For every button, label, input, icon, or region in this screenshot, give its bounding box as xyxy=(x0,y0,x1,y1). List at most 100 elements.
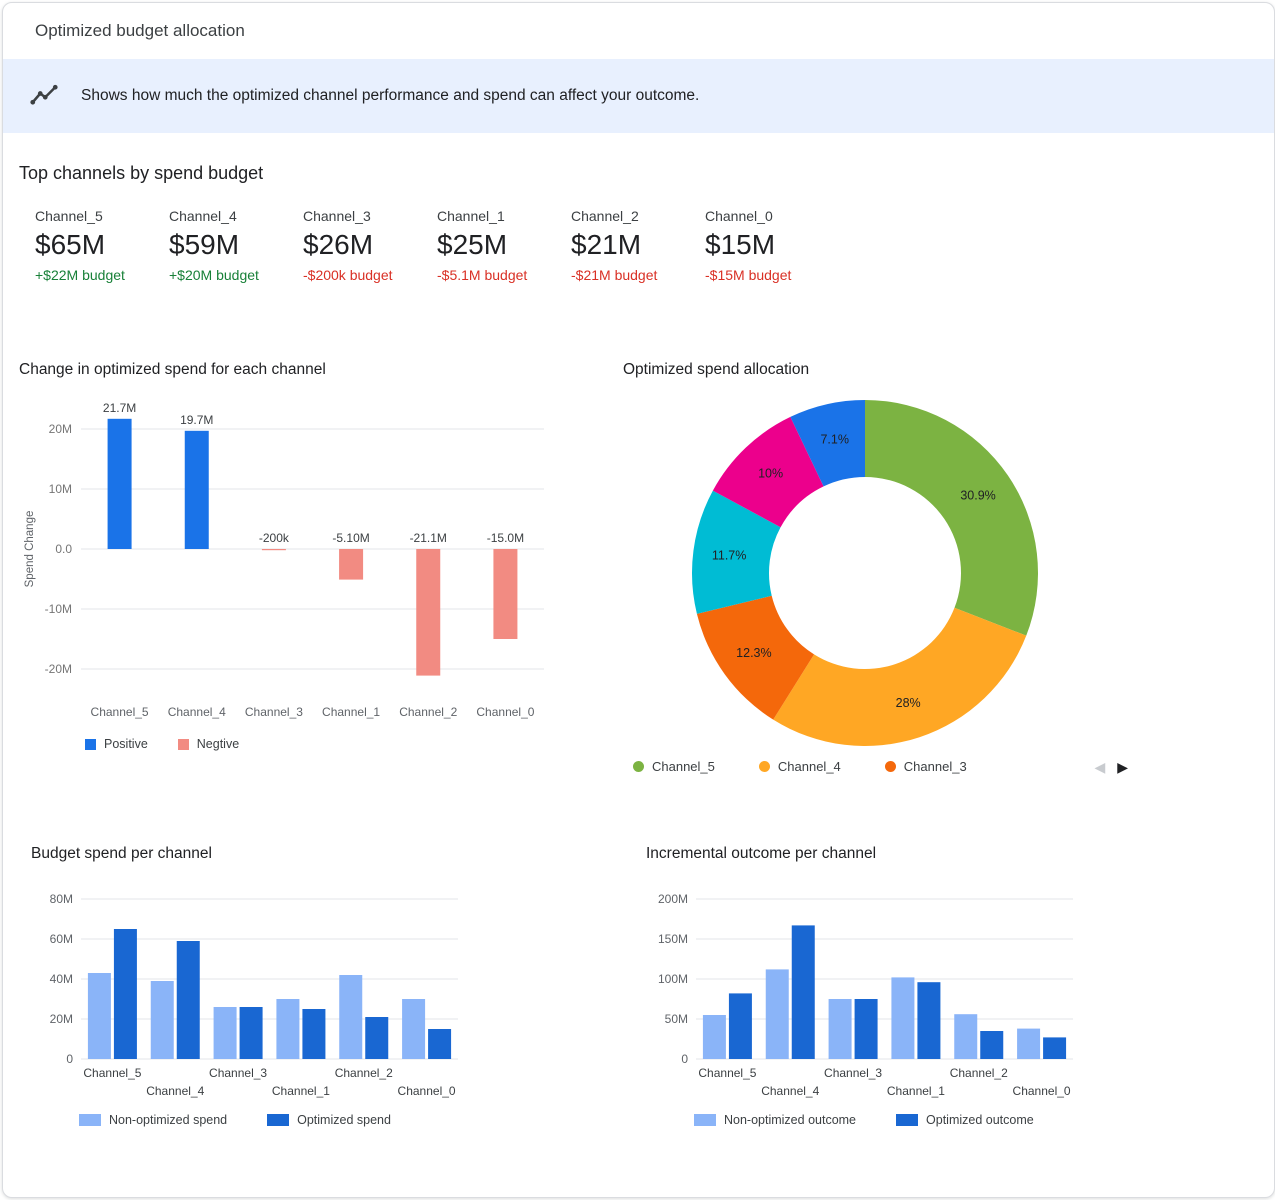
y-tick-label: 0 xyxy=(66,1052,73,1066)
legend-swatch xyxy=(758,761,770,772)
pager-next-icon[interactable]: ▶ xyxy=(1117,758,1128,775)
channel-card-name: Channel_1 xyxy=(437,208,505,224)
x-category-label: Channel_3 xyxy=(245,705,303,719)
slice-percent-label: 11.7% xyxy=(712,548,747,562)
legend-item-non-optimized-outcome[interactable]: Non-optimized outcome xyxy=(694,1113,856,1127)
channel-card-delta: +$20M budget xyxy=(169,267,259,283)
non-optimized-bar[interactable] xyxy=(765,969,789,1059)
legend-swatch xyxy=(633,761,644,772)
legend-item-channel-3[interactable]: Channel_3 xyxy=(884,759,967,774)
y-tick-label: 80M xyxy=(50,892,73,906)
legend-label: Optimized outcome xyxy=(926,1113,1034,1127)
optimized-bar[interactable] xyxy=(239,1007,263,1059)
slice-percent-label: 12.3% xyxy=(736,646,771,660)
non-optimized-bar[interactable] xyxy=(1017,1028,1041,1059)
pager-prev-icon[interactable]: ◀ xyxy=(1094,758,1106,775)
channel-card: Channel_4 $59M +$20M budget xyxy=(169,208,303,283)
non-optimized-bar[interactable] xyxy=(276,999,300,1059)
spend-change-bar[interactable] xyxy=(493,549,518,639)
channel-cards: Channel_5 $65M +$22M budget Channel_4 $5… xyxy=(35,208,1258,283)
incremental-outcome-legend: Non-optimized outcome Optimized outcome xyxy=(694,1113,1166,1127)
donut-slice[interactable] xyxy=(712,416,824,528)
spend-change-legend: Positive Negtive xyxy=(85,737,609,751)
spend-change-chart: 20M 10M 0.0 -10M -20M Spend Change 21.7M Channe… xyxy=(24,401,544,719)
non-optimized-bar[interactable] xyxy=(402,999,426,1059)
non-optimized-bar[interactable] xyxy=(702,1015,726,1059)
non-optimized-bar[interactable] xyxy=(150,981,174,1059)
spend-change-bar[interactable] xyxy=(261,549,286,551)
legend-swatch xyxy=(79,1114,101,1126)
channel-card-name: Channel_3 xyxy=(303,208,371,224)
x-category-label: Channel_1 xyxy=(887,1084,945,1098)
legend-swatch xyxy=(694,1114,716,1126)
bar-value-label: -5.10M xyxy=(332,531,369,545)
bar-value-label: -21.1M xyxy=(410,531,447,545)
optimized-bar[interactable] xyxy=(1043,1037,1067,1059)
insights-icon xyxy=(29,81,59,111)
optimized-bar[interactable] xyxy=(428,1029,452,1059)
spend-change-bar[interactable] xyxy=(339,549,364,580)
non-optimized-bar[interactable] xyxy=(87,973,111,1059)
spend-change-bar[interactable] xyxy=(107,418,132,549)
y-tick-label: 60M xyxy=(50,932,73,946)
channel-card-value: $65M xyxy=(35,229,106,260)
channel-card-value: $21M xyxy=(571,229,642,260)
non-optimized-bar[interactable] xyxy=(891,977,915,1059)
optimized-bar[interactable] xyxy=(854,999,878,1059)
donut-slice[interactable] xyxy=(692,490,781,614)
spend-change-bar[interactable] xyxy=(416,549,441,676)
optimized-bar[interactable] xyxy=(791,925,815,1059)
optimized-bar[interactable] xyxy=(176,941,200,1059)
donut-slice[interactable] xyxy=(773,607,1027,747)
x-category-label: Channel_4 xyxy=(168,705,226,719)
legend-item-channel-4[interactable]: Channel_4 xyxy=(758,759,841,774)
non-optimized-bar[interactable] xyxy=(954,1014,978,1059)
legend-item-positive[interactable]: Positive xyxy=(85,737,148,751)
x-category-label: Channel_2 xyxy=(950,1066,1008,1080)
donut-slice[interactable] xyxy=(865,400,1039,636)
non-optimized-bar[interactable] xyxy=(213,1007,237,1059)
legend-swatch xyxy=(177,738,189,750)
x-category-label: Channel_2 xyxy=(399,705,457,719)
legend-item-channel-5[interactable]: Channel_5 xyxy=(633,759,715,774)
y-tick-label: 0.0 xyxy=(55,542,72,556)
channel-card-delta: -$200k budget xyxy=(303,267,393,283)
top-channels-title: Top channels by spend budget xyxy=(19,163,264,183)
channel-card-name: Channel_2 xyxy=(571,208,639,224)
y-tick-label: -10M xyxy=(45,602,72,616)
optimized-bar[interactable] xyxy=(365,1017,389,1059)
legend-item-optimized-spend[interactable]: Optimized spend xyxy=(267,1113,391,1127)
donut-legend-pager: ◀ ▶ xyxy=(1094,760,1128,774)
optimized-bar[interactable] xyxy=(980,1031,1004,1059)
x-category-label: Channel_5 xyxy=(83,1066,141,1080)
y-tick-label: 20M xyxy=(50,1012,73,1026)
legend-swatch xyxy=(85,738,96,750)
non-optimized-bar[interactable] xyxy=(339,975,363,1059)
donut-slice[interactable] xyxy=(790,400,865,487)
legend-swatch xyxy=(267,1114,290,1126)
optimized-bar[interactable] xyxy=(917,982,941,1059)
bar-value-label: -15.0M xyxy=(487,531,524,545)
y-tick-label: 20M xyxy=(49,422,72,436)
legend-label: Non-optimized outcome xyxy=(724,1113,857,1127)
legend-item-optimized-outcome[interactable]: Optimized outcome xyxy=(896,1113,1034,1127)
donut-slice[interactable] xyxy=(696,595,815,720)
info-banner: Shows how much the optimized channel per… xyxy=(3,59,1274,133)
optimized-bar[interactable] xyxy=(113,929,137,1059)
legend-label: Negtive xyxy=(196,737,240,751)
x-category-label: Channel_1 xyxy=(322,705,380,719)
legend-item-negtive[interactable]: Negtive xyxy=(177,737,240,751)
channel-card-name: Channel_4 xyxy=(169,208,237,224)
optimized-bar[interactable] xyxy=(302,1009,326,1059)
optimized-bar[interactable] xyxy=(728,993,752,1059)
spend-allocation-panel: Optimized spend allocation 30.9% 28% 12.3%… xyxy=(623,361,1223,774)
budget-spend-title: Budget spend per channel xyxy=(31,845,212,862)
non-optimized-bar[interactable] xyxy=(828,999,852,1059)
spend-change-bar[interactable] xyxy=(184,430,209,549)
x-category-label: Channel_3 xyxy=(209,1066,267,1080)
x-category-label: Channel_0 xyxy=(1013,1084,1071,1098)
legend-swatch xyxy=(896,1114,919,1126)
legend-item-non-optimized-spend[interactable]: Non-optimized spend xyxy=(79,1113,227,1127)
budget-spend-legend: Non-optimized spend Optimized spend xyxy=(79,1113,551,1127)
